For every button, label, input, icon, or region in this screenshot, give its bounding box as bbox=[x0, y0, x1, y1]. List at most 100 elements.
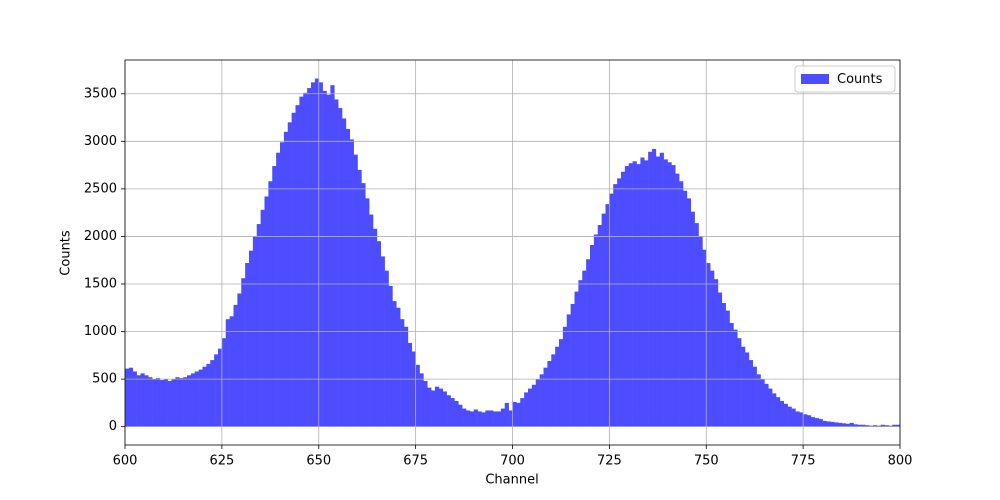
y-axis-label: Counts bbox=[59, 230, 74, 276]
bar bbox=[311, 82, 316, 427]
bar bbox=[690, 211, 695, 427]
bar bbox=[787, 406, 792, 427]
bar bbox=[256, 224, 261, 427]
bar bbox=[702, 249, 707, 427]
bar bbox=[574, 291, 579, 427]
bar bbox=[431, 390, 436, 427]
bar bbox=[686, 198, 692, 427]
y-tick-label: 2500 bbox=[84, 181, 117, 196]
bar bbox=[283, 131, 289, 427]
bar bbox=[419, 373, 424, 427]
bar bbox=[148, 377, 153, 427]
bar bbox=[198, 369, 203, 427]
bar bbox=[353, 154, 358, 427]
x-tick-label: 800 bbox=[888, 454, 913, 469]
bar bbox=[504, 402, 509, 427]
bar bbox=[373, 228, 378, 427]
bar bbox=[361, 183, 366, 427]
bar bbox=[458, 404, 463, 427]
bar bbox=[609, 193, 614, 427]
bar bbox=[756, 374, 761, 427]
bar bbox=[167, 380, 172, 427]
bar bbox=[636, 164, 641, 427]
bar bbox=[791, 408, 796, 427]
bar bbox=[566, 314, 571, 427]
bar bbox=[830, 421, 835, 427]
bar bbox=[249, 250, 254, 427]
bar bbox=[152, 379, 157, 427]
bar bbox=[694, 223, 699, 427]
bar bbox=[342, 118, 347, 427]
bar bbox=[729, 322, 734, 427]
bar bbox=[632, 161, 637, 427]
bar bbox=[714, 279, 719, 427]
bar bbox=[388, 285, 393, 427]
bar bbox=[520, 398, 525, 427]
bar bbox=[888, 425, 893, 427]
x-tick-label: 700 bbox=[500, 454, 525, 469]
y-tick-label: 1500 bbox=[84, 276, 117, 291]
bar bbox=[500, 408, 506, 427]
bar bbox=[357, 169, 362, 427]
bar bbox=[551, 354, 556, 427]
bar bbox=[663, 159, 668, 427]
bar bbox=[559, 339, 564, 427]
bar bbox=[299, 96, 304, 427]
bar bbox=[481, 412, 486, 427]
bar bbox=[318, 82, 323, 427]
bar bbox=[834, 422, 839, 427]
bar bbox=[295, 105, 300, 427]
bar bbox=[159, 380, 165, 427]
bar bbox=[276, 152, 281, 427]
bar bbox=[628, 163, 633, 427]
bar bbox=[287, 122, 292, 427]
bar bbox=[307, 88, 312, 427]
bar bbox=[752, 366, 757, 427]
bar bbox=[446, 395, 451, 427]
bar bbox=[516, 402, 521, 427]
bar bbox=[473, 409, 478, 427]
bar bbox=[528, 388, 533, 427]
bar bbox=[865, 425, 870, 427]
bar bbox=[291, 112, 296, 427]
bar bbox=[710, 270, 715, 427]
x-tick-label: 600 bbox=[113, 454, 138, 469]
x-tick-label: 675 bbox=[403, 454, 428, 469]
bar bbox=[869, 425, 874, 427]
bar bbox=[745, 352, 750, 427]
bar bbox=[218, 348, 223, 427]
bar bbox=[803, 414, 808, 427]
x-tick-label: 625 bbox=[209, 454, 234, 469]
bar bbox=[179, 378, 184, 427]
bar bbox=[140, 373, 145, 427]
bar bbox=[810, 417, 816, 427]
bar bbox=[679, 181, 684, 427]
bar bbox=[497, 411, 502, 427]
bar bbox=[795, 411, 800, 427]
bar bbox=[853, 424, 858, 427]
bar bbox=[438, 388, 444, 427]
bar bbox=[876, 425, 881, 427]
bar bbox=[857, 424, 862, 427]
bar bbox=[214, 354, 219, 427]
bar bbox=[617, 178, 622, 427]
bar bbox=[896, 424, 901, 427]
bar bbox=[163, 379, 168, 427]
x-tick-label: 750 bbox=[694, 454, 719, 469]
bar bbox=[721, 303, 726, 427]
bar bbox=[884, 425, 889, 427]
bar bbox=[717, 292, 723, 427]
bar bbox=[202, 366, 207, 427]
bar bbox=[144, 375, 149, 427]
bar bbox=[415, 364, 420, 427]
bar bbox=[454, 400, 459, 427]
bar bbox=[524, 392, 529, 427]
bar bbox=[194, 371, 199, 427]
bar bbox=[543, 367, 548, 427]
bar bbox=[477, 411, 482, 427]
bar bbox=[605, 204, 610, 427]
bar bbox=[849, 422, 854, 427]
x-tick-label: 775 bbox=[791, 454, 816, 469]
bar bbox=[314, 78, 320, 427]
